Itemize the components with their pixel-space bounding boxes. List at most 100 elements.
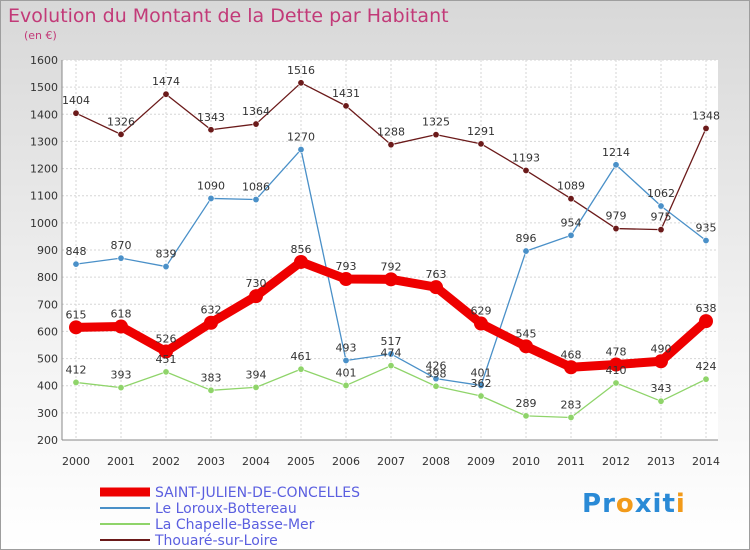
data-labels: 615 618 526 632 730 856 793 792 763 629 545 468 478 4… bbox=[62, 64, 720, 412]
data-label: 393 bbox=[111, 369, 132, 382]
x-tick-label: 2011 bbox=[557, 455, 585, 468]
data-point bbox=[609, 357, 623, 372]
data-label: 426 bbox=[426, 360, 447, 373]
data-point bbox=[432, 375, 440, 383]
x-tick-label: 2007 bbox=[377, 455, 405, 468]
data-label: 793 bbox=[336, 260, 357, 273]
data-point bbox=[339, 272, 353, 287]
data-point bbox=[702, 237, 710, 245]
data-point bbox=[162, 263, 170, 271]
data-point bbox=[117, 254, 125, 262]
data-label: 1193 bbox=[512, 151, 540, 164]
data-label: 362 bbox=[471, 377, 492, 390]
data-label: 1348 bbox=[692, 109, 720, 122]
data-point bbox=[207, 386, 215, 394]
data-label: 283 bbox=[561, 398, 582, 411]
legend-label: La Chapelle-Basse-Mer bbox=[155, 517, 315, 533]
legend-label: Thouaré-sur-Loire bbox=[154, 533, 278, 549]
data-label: 289 bbox=[516, 397, 537, 410]
y-tick-label: 400 bbox=[37, 380, 58, 393]
data-label: 1270 bbox=[287, 131, 315, 144]
data-point bbox=[519, 339, 533, 354]
data-point bbox=[654, 354, 668, 369]
data-point bbox=[252, 120, 260, 128]
data-point bbox=[207, 194, 215, 202]
data-label: 412 bbox=[66, 363, 87, 376]
y-tick-label: 1300 bbox=[30, 135, 58, 148]
data-label: 1214 bbox=[602, 146, 630, 159]
data-point bbox=[384, 272, 398, 287]
data-point bbox=[477, 140, 485, 148]
data-point bbox=[657, 397, 665, 405]
data-point bbox=[474, 316, 488, 331]
data-point bbox=[297, 365, 305, 373]
data-label: 1090 bbox=[197, 179, 225, 192]
data-label: 1326 bbox=[107, 115, 135, 128]
data-point bbox=[69, 320, 83, 335]
x-tick-label: 2008 bbox=[422, 455, 450, 468]
data-label: 839 bbox=[156, 248, 177, 261]
data-label: 1404 bbox=[62, 94, 90, 107]
data-point bbox=[117, 130, 125, 138]
y-tick-label: 1400 bbox=[30, 108, 58, 121]
data-point bbox=[117, 384, 125, 392]
data-point bbox=[387, 362, 395, 370]
y-tick-label: 1000 bbox=[30, 217, 58, 230]
data-label: 424 bbox=[696, 360, 717, 373]
x-tick-label: 2010 bbox=[512, 455, 540, 468]
y-axis-ticks: 200 300 400 500 600 700 800 900 1000 1100 1200 1300… bbox=[30, 54, 58, 447]
data-label: 979 bbox=[606, 210, 627, 223]
data-point bbox=[567, 231, 575, 239]
x-tick-label: 2000 bbox=[62, 455, 90, 468]
y-tick-label: 200 bbox=[37, 434, 58, 447]
data-point bbox=[612, 225, 620, 233]
data-point bbox=[522, 166, 530, 174]
data-point bbox=[699, 314, 713, 329]
x-tick-label: 2013 bbox=[647, 455, 675, 468]
data-label: 526 bbox=[156, 333, 177, 346]
x-tick-label: 2009 bbox=[467, 455, 495, 468]
data-label: 618 bbox=[111, 308, 132, 321]
data-label: 490 bbox=[651, 342, 672, 355]
data-label: 468 bbox=[561, 348, 582, 361]
y-tick-label: 1600 bbox=[30, 54, 58, 67]
data-point bbox=[702, 375, 710, 383]
data-point bbox=[564, 360, 578, 375]
data-label: 493 bbox=[336, 341, 357, 354]
data-point bbox=[612, 161, 620, 169]
data-label: 410 bbox=[606, 364, 627, 377]
legend-label: Le Loroux-Bottereau bbox=[155, 501, 297, 517]
data-point bbox=[432, 382, 440, 390]
x-tick-label: 2014 bbox=[692, 455, 720, 468]
data-label: 383 bbox=[201, 371, 222, 384]
data-point bbox=[297, 146, 305, 154]
y-tick-label: 800 bbox=[37, 271, 58, 284]
x-tick-label: 2004 bbox=[242, 455, 270, 468]
data-point bbox=[342, 102, 350, 110]
proxiti-logo: Proxiti bbox=[582, 489, 686, 519]
data-label: 461 bbox=[291, 350, 312, 363]
data-point bbox=[72, 260, 80, 268]
data-label: 629 bbox=[471, 305, 492, 318]
chart-title: Evolution du Montant de la Dette par Hab… bbox=[8, 5, 449, 27]
y-tick-label: 700 bbox=[37, 298, 58, 311]
data-point bbox=[522, 412, 530, 420]
data-label: 398 bbox=[426, 367, 447, 380]
x-tick-label: 2001 bbox=[107, 455, 135, 468]
data-point bbox=[162, 90, 170, 98]
data-point bbox=[252, 383, 260, 391]
data-label: 478 bbox=[606, 346, 627, 359]
data-label: 394 bbox=[246, 368, 267, 381]
data-label: 792 bbox=[381, 260, 402, 273]
data-point bbox=[72, 109, 80, 117]
data-label: 954 bbox=[561, 216, 582, 229]
data-point bbox=[207, 126, 215, 134]
data-label: 638 bbox=[696, 302, 717, 315]
y-tick-label: 300 bbox=[37, 407, 58, 420]
data-label: 1516 bbox=[287, 64, 315, 77]
data-label: 615 bbox=[66, 308, 87, 321]
data-label: 975 bbox=[651, 211, 672, 224]
data-point bbox=[612, 379, 620, 387]
